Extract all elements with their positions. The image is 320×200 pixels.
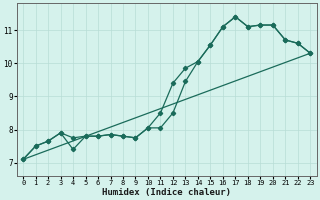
X-axis label: Humidex (Indice chaleur): Humidex (Indice chaleur): [102, 188, 231, 197]
